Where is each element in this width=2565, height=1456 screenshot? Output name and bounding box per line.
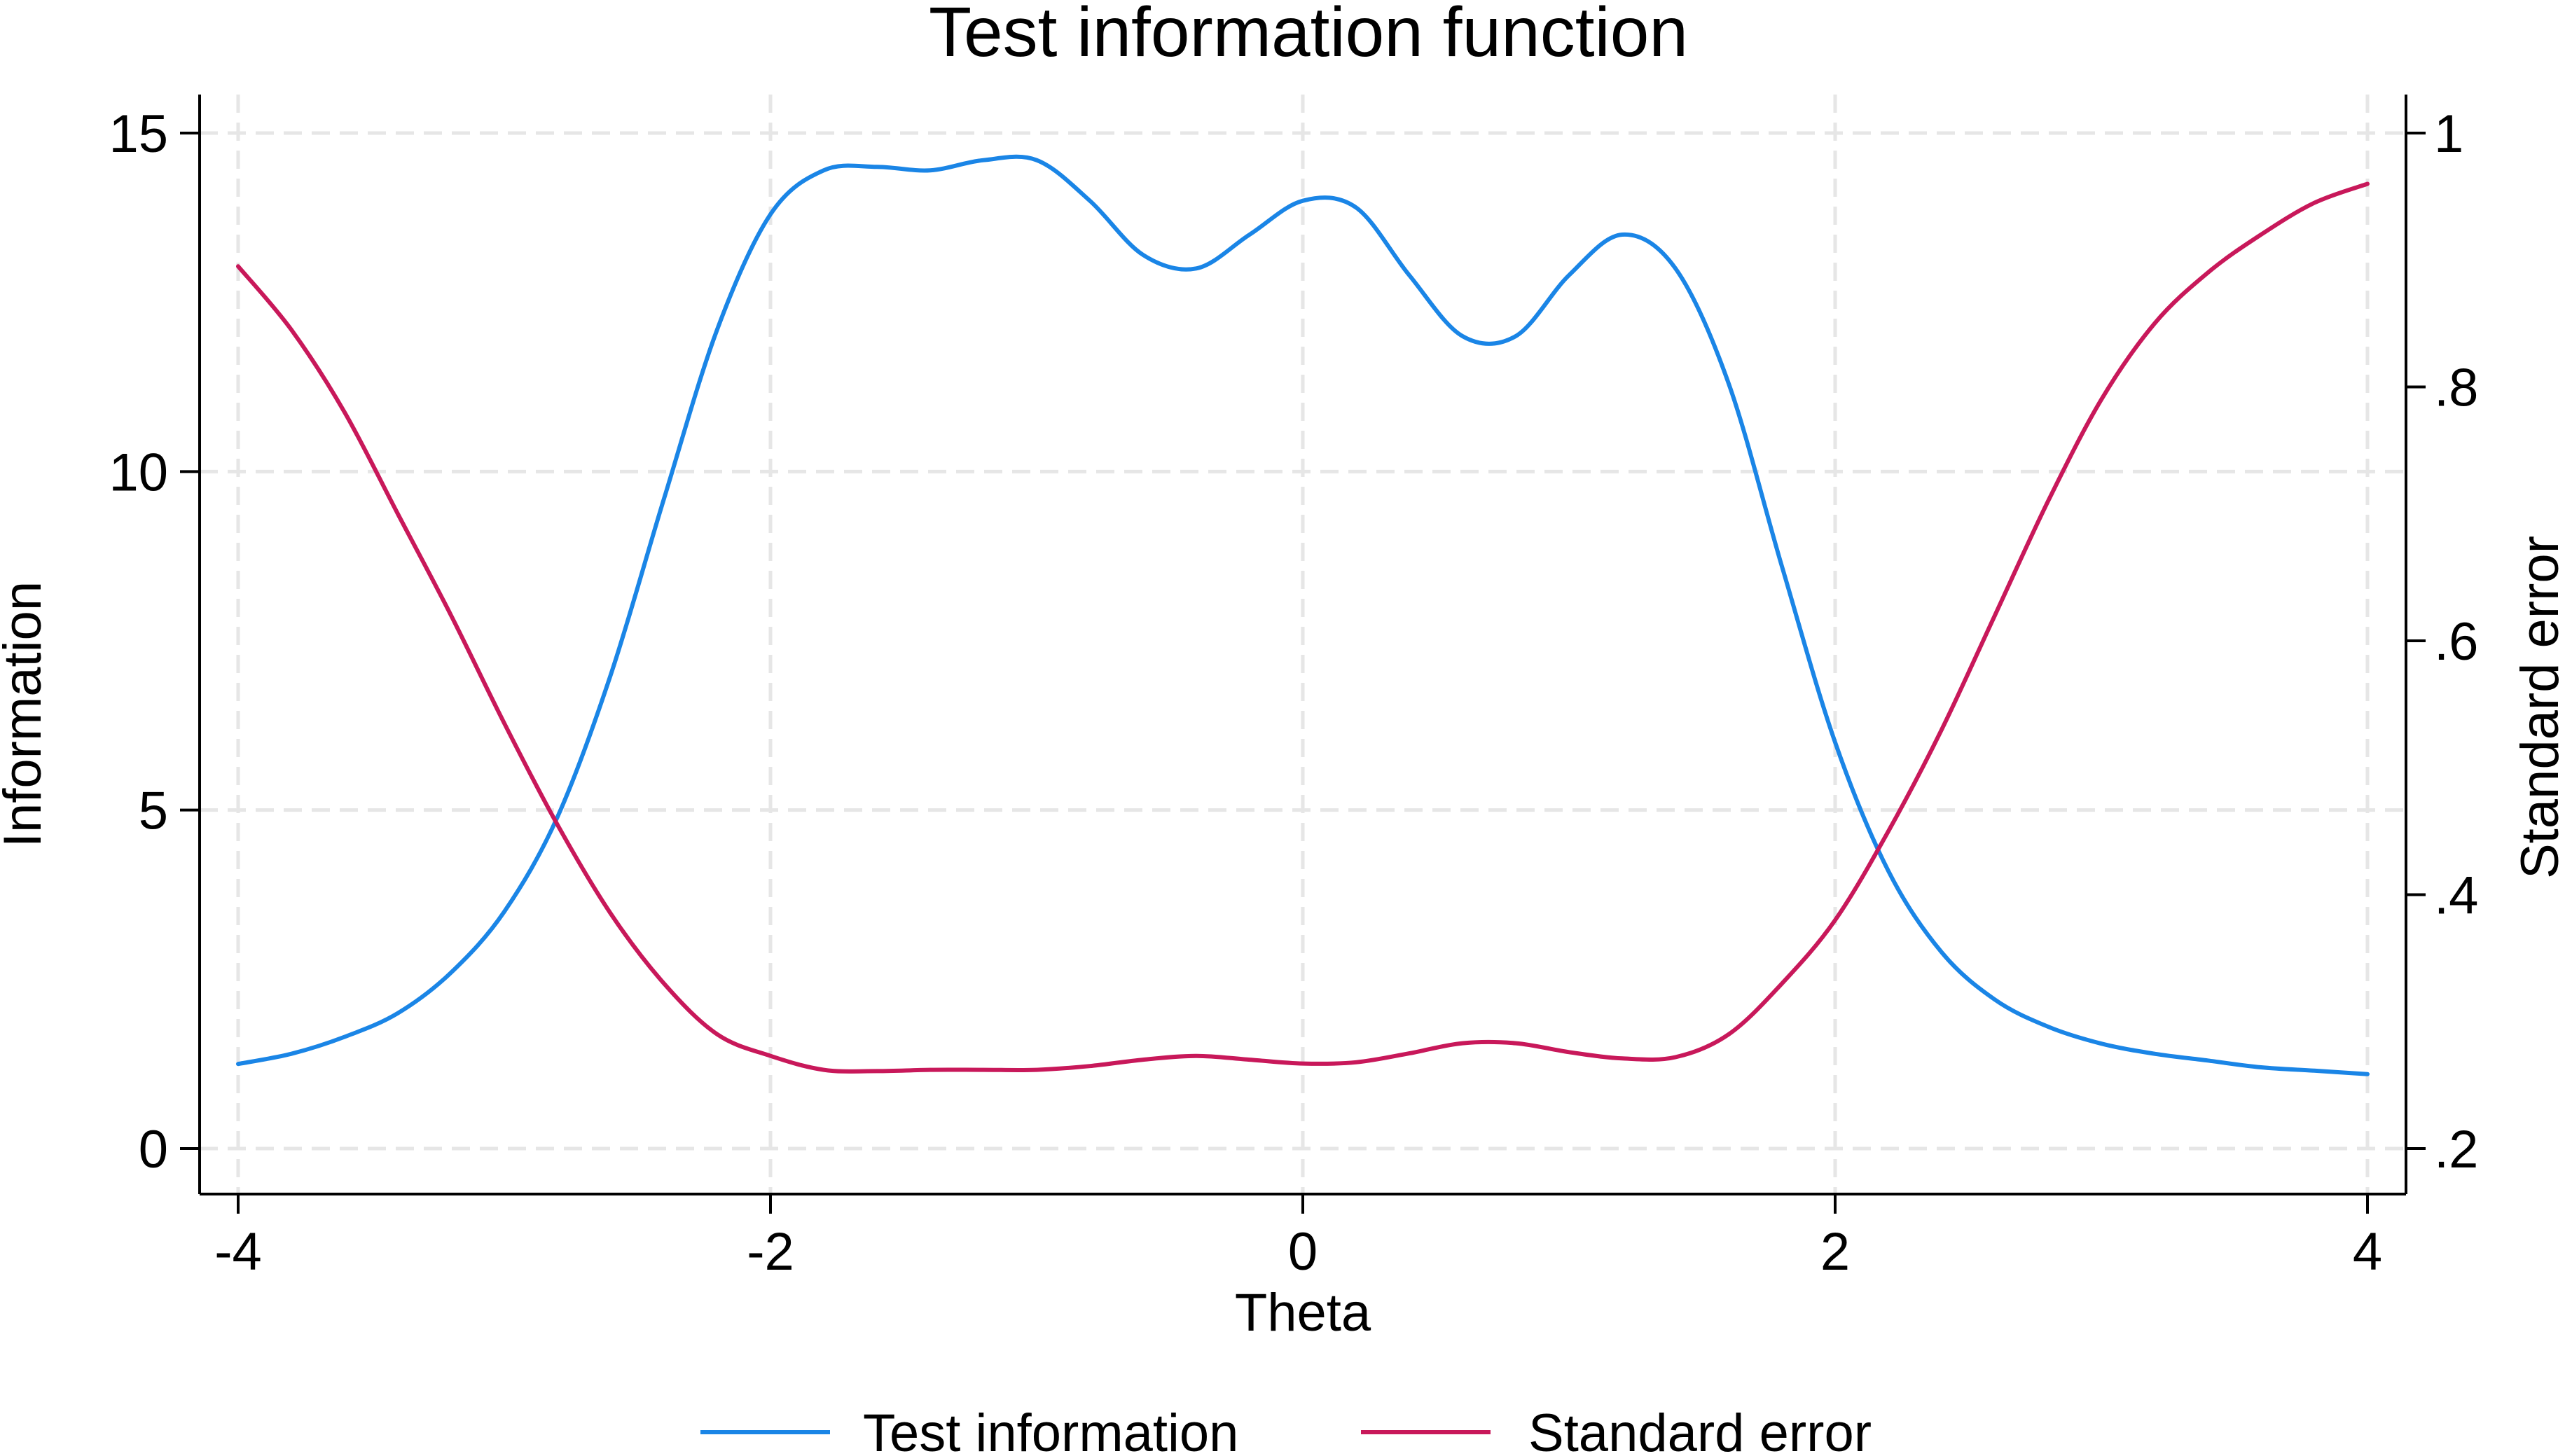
x-tick-label: -4 <box>214 1222 262 1282</box>
legend-label-standard-error: Standard error <box>1528 1403 1872 1452</box>
y2-axis-title: Standard error <box>2510 536 2565 879</box>
series <box>236 154 2370 1076</box>
axes: -4 -2 0 2 4 0 5 10 15 .2 .4 .6 .8 1 <box>109 95 2478 1282</box>
x-tick-label: 0 <box>1288 1222 1318 1282</box>
legend: Test information Standard error <box>700 1403 1872 1456</box>
y2-tick-label: .4 <box>2434 866 2478 926</box>
test-information-line <box>236 154 2370 1076</box>
x-tick-label: -2 <box>747 1222 794 1282</box>
y-tick-label: 15 <box>109 104 168 164</box>
legend-label-test-information: Test information <box>863 1403 1238 1452</box>
x-axis-title: Theta <box>1235 1283 1371 1343</box>
x-tick-label: 2 <box>1820 1222 1850 1282</box>
grid <box>200 95 2406 1194</box>
y2-tick-label: .2 <box>2434 1120 2478 1179</box>
y-tick-label: 5 <box>139 782 168 841</box>
standard-error-line <box>236 181 2370 1074</box>
chart-title: Test information function <box>929 0 1688 71</box>
x-tick-label: 4 <box>2353 1222 2382 1282</box>
y-tick-label: 0 <box>139 1120 168 1179</box>
y2-tick-label: .6 <box>2434 612 2478 672</box>
y2-tick-label: 1 <box>2434 104 2463 164</box>
y2-tick-label: .8 <box>2434 359 2478 418</box>
y-axis-title: Information <box>0 581 53 847</box>
y-tick-label: 10 <box>109 443 168 502</box>
